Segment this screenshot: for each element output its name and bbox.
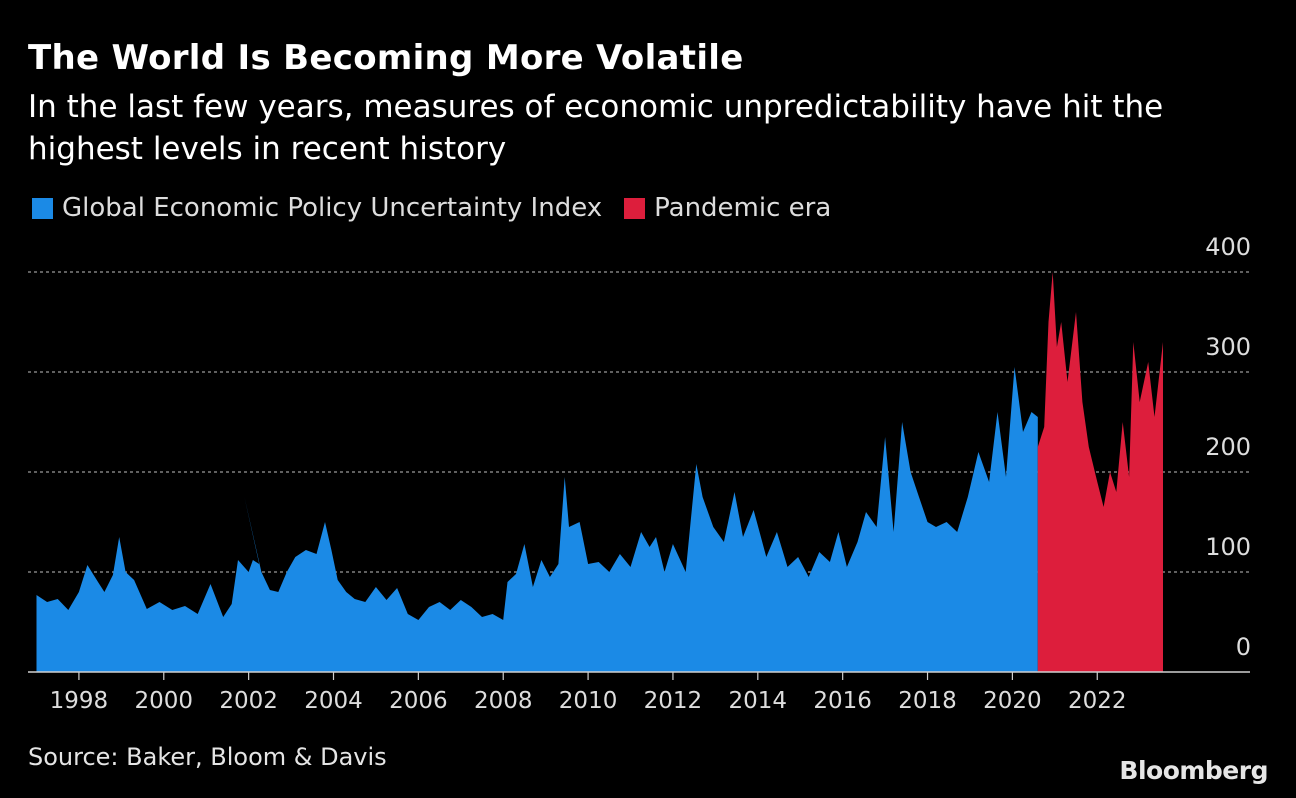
bloomberg-logo: Bloomberg	[1119, 756, 1268, 785]
series-area-pandemic	[1037, 272, 1163, 672]
y-tick-label-0: 0	[1236, 633, 1251, 661]
legend-label-pandemic: Pandemic era	[654, 193, 832, 223]
x-tick-label-2022: 2022	[1068, 688, 1127, 714]
x-tick-label-2010: 2010	[559, 688, 618, 714]
x-tick-label-2012: 2012	[644, 688, 703, 714]
y-tick-label-200: 200	[1205, 433, 1251, 461]
x-tick-label-2014: 2014	[729, 688, 788, 714]
x-tick-label-1998: 1998	[50, 688, 109, 714]
x-tick-label-2016: 2016	[813, 688, 872, 714]
chart-title: The World Is Becoming More Volatile	[28, 38, 744, 78]
x-tick-label-2006: 2006	[389, 688, 448, 714]
y-tick-label-400: 400	[1205, 233, 1251, 261]
x-tick-label-2008: 2008	[474, 688, 533, 714]
source-note: Source: Baker, Bloom & Davis	[28, 743, 387, 771]
legend: Global Economic Policy Uncertainty Index…	[32, 193, 853, 223]
x-tick-label-2000: 2000	[135, 688, 194, 714]
x-tick-label-2018: 2018	[898, 688, 957, 714]
y-tick-label-100: 100	[1205, 533, 1251, 561]
legend-item-index: Global Economic Policy Uncertainty Index	[32, 193, 602, 223]
legend-label-index: Global Economic Policy Uncertainty Index	[62, 193, 603, 223]
x-tick-label-2002: 2002	[219, 688, 278, 714]
x-tick-label-2004: 2004	[304, 688, 363, 714]
legend-swatch-index	[32, 197, 53, 219]
y-tick-label-300: 300	[1205, 333, 1251, 361]
chart-subtitle: In the last few years, measures of econo…	[28, 89, 1164, 167]
legend-item-pandemic: Pandemic era	[624, 193, 831, 223]
x-tick-label-2020: 2020	[983, 688, 1042, 714]
series-area-index	[36, 367, 1038, 672]
legend-swatch-pandemic	[624, 197, 646, 219]
